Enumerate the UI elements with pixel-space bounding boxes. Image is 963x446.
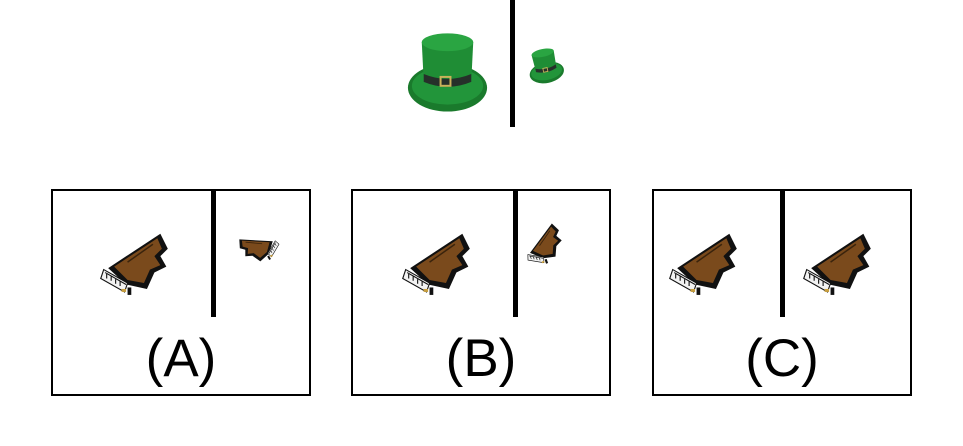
- grand-piano-icon: [99, 233, 169, 296]
- option-a-panel[interactable]: (A): [51, 189, 311, 396]
- grand-piano-icon: [802, 233, 872, 296]
- option-c-label: (C): [745, 329, 819, 388]
- green-top-hat-icon: [524, 45, 567, 87]
- reference-small-hat: [524, 44, 567, 87]
- option-c-divider: [780, 191, 785, 317]
- grand-piano-icon: [401, 233, 471, 296]
- grand-piano-icon: [668, 233, 738, 296]
- option-a-label: (A): [145, 329, 217, 388]
- grand-piano-icon: [518, 221, 569, 270]
- grand-piano-icon: [235, 222, 284, 271]
- option-b-panel[interactable]: (B): [351, 189, 611, 396]
- option-a-divider: [211, 191, 216, 317]
- option-b-divider: [513, 191, 518, 317]
- option-c-panel[interactable]: (C): [652, 189, 912, 396]
- reference-large-hat: [400, 22, 495, 114]
- reference-divider: [510, 0, 515, 127]
- option-b-label: (B): [445, 329, 517, 388]
- green-top-hat-icon: [406, 32, 489, 113]
